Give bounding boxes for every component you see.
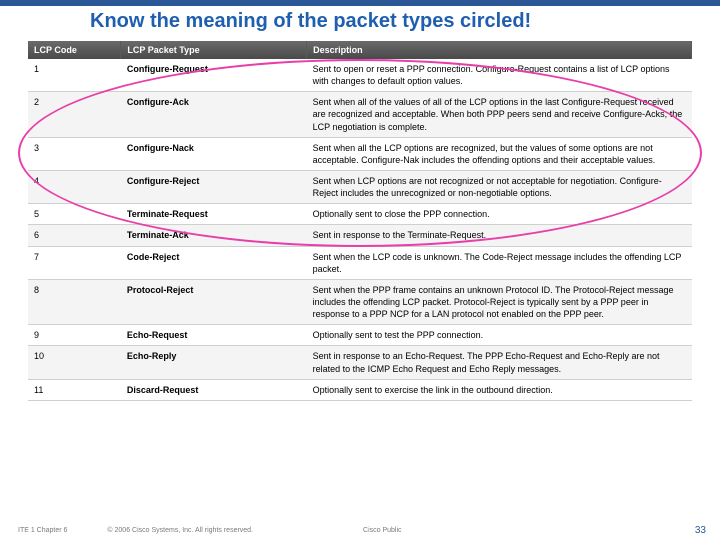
- lcp-table-wrap: LCP Code LCP Packet Type Description 1Co…: [28, 41, 692, 401]
- cell-packet-type: Code-Reject: [121, 246, 307, 279]
- table-row: 11Discard-RequestOptionally sent to exer…: [28, 379, 692, 400]
- cell-code: 7: [28, 246, 121, 279]
- col-header-desc: Description: [307, 41, 692, 59]
- col-header-code: LCP Code: [28, 41, 121, 59]
- cell-code: 3: [28, 137, 121, 170]
- cell-packet-type: Protocol-Reject: [121, 279, 307, 324]
- cell-description: Sent to open or reset a PPP connection. …: [307, 59, 692, 92]
- cell-description: Sent when LCP options are not recognized…: [307, 170, 692, 203]
- table-row: 3Configure-NackSent when all the LCP opt…: [28, 137, 692, 170]
- cell-description: Optionally sent to exercise the link in …: [307, 379, 692, 400]
- cell-description: Sent in response to the Terminate-Reques…: [307, 225, 692, 246]
- cell-packet-type: Echo-Reply: [121, 346, 307, 379]
- table-row: 7Code-RejectSent when the LCP code is un…: [28, 246, 692, 279]
- table-row: 5Terminate-RequestOptionally sent to clo…: [28, 204, 692, 225]
- table-row: 10Echo-ReplySent in response to an Echo-…: [28, 346, 692, 379]
- table-row: 4Configure-RejectSent when LCP options a…: [28, 170, 692, 203]
- cell-packet-type: Configure-Reject: [121, 170, 307, 203]
- table-row: 8Protocol-RejectSent when the PPP frame …: [28, 279, 692, 324]
- cell-description: Sent when the PPP frame contains an unkn…: [307, 279, 692, 324]
- table-row: 6Terminate-AckSent in response to the Te…: [28, 225, 692, 246]
- cell-description: Sent when all the LCP options are recogn…: [307, 137, 692, 170]
- cell-code: 4: [28, 170, 121, 203]
- slide-footer: ITE 1 Chapter 6 © 2006 Cisco Systems, In…: [0, 527, 720, 534]
- footer-public: Cisco Public: [363, 527, 402, 534]
- cell-packet-type: Configure-Request: [121, 59, 307, 92]
- cell-code: 2: [28, 92, 121, 137]
- table-row: 2Configure-AckSent when all of the value…: [28, 92, 692, 137]
- cell-code: 5: [28, 204, 121, 225]
- lcp-packet-table: LCP Code LCP Packet Type Description 1Co…: [28, 41, 692, 401]
- footer-chapter: ITE 1 Chapter 6: [18, 527, 67, 534]
- cell-code: 6: [28, 225, 121, 246]
- slide-title: Know the meaning of the packet types cir…: [0, 6, 720, 41]
- table-row: 9Echo-RequestOptionally sent to test the…: [28, 325, 692, 346]
- col-header-type: LCP Packet Type: [121, 41, 307, 59]
- cell-description: Sent when all of the values of all of th…: [307, 92, 692, 137]
- cell-packet-type: Terminate-Request: [121, 204, 307, 225]
- cell-packet-type: Discard-Request: [121, 379, 307, 400]
- footer-copyright: © 2006 Cisco Systems, Inc. All rights re…: [107, 527, 253, 534]
- cell-packet-type: Echo-Request: [121, 325, 307, 346]
- table-row: 1Configure-RequestSent to open or reset …: [28, 59, 692, 92]
- cell-description: Optionally sent to close the PPP connect…: [307, 204, 692, 225]
- cell-description: Sent in response to an Echo-Request. The…: [307, 346, 692, 379]
- table-header-row: LCP Code LCP Packet Type Description: [28, 41, 692, 59]
- cell-code: 9: [28, 325, 121, 346]
- cell-code: 8: [28, 279, 121, 324]
- cell-description: Sent when the LCP code is unknown. The C…: [307, 246, 692, 279]
- cell-code: 11: [28, 379, 121, 400]
- footer-page-number: 33: [695, 525, 706, 536]
- cell-code: 1: [28, 59, 121, 92]
- cell-packet-type: Terminate-Ack: [121, 225, 307, 246]
- cell-description: Optionally sent to test the PPP connecti…: [307, 325, 692, 346]
- cell-packet-type: Configure-Nack: [121, 137, 307, 170]
- cell-code: 10: [28, 346, 121, 379]
- cell-packet-type: Configure-Ack: [121, 92, 307, 137]
